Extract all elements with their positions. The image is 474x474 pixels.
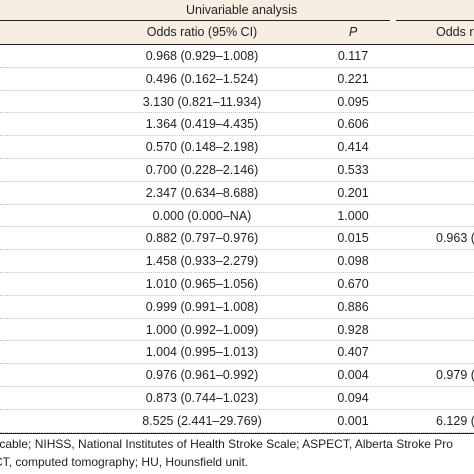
table-row: 0.968 (0.929–1.008) 0.117	[0, 45, 474, 68]
p-value-cell: 1.000	[337, 208, 369, 223]
column-header-odds-ratio-multivariable: Odds r	[436, 25, 474, 39]
odds-ratio-cell: 0.700 (0.228–2.146)	[145, 162, 259, 177]
table-bottom-rule	[0, 433, 474, 434]
odds-ratio-cell: 1.000 (0.992–1.009)	[145, 322, 259, 337]
table-row: 0.000 (0.000–NA) 1.000	[0, 205, 474, 228]
table-row: 0.873 (0.744–1.023) 0.094	[0, 387, 474, 410]
p-value-cell: 0.407	[337, 345, 369, 360]
table-row: 8.525 (2.441–29.769) 0.001 6.129 (	[0, 410, 474, 433]
p-value-cell: 0.928	[337, 322, 369, 337]
column-header-odds-ratio: Odds ratio (95% CI)	[146, 25, 258, 39]
p-value-cell: 0.670	[337, 276, 369, 291]
table-row: 1.004 (0.995–1.013) 0.407	[0, 341, 474, 365]
table-row: 1.458 (0.933–2.279) 0.098	[0, 250, 474, 273]
group-title: Univariable analysis	[186, 3, 298, 17]
table-row: 0.882 (0.797–0.976) 0.015 0.963 (	[0, 227, 474, 251]
odds-ratio-cell: 1.364 (0.419–4.435)	[145, 117, 259, 132]
table-row: 0.570 (0.148–2.198) 0.414	[0, 136, 474, 159]
p-value-cell: 0.117	[337, 49, 369, 63]
header-divider	[0, 20, 390, 21]
p-value-cell: 0.095	[337, 94, 369, 109]
table-row: 0.976 (0.961–0.992) 0.004 0.979 (	[0, 364, 474, 387]
odds-ratio-cell: 1.010 (0.965–1.056)	[145, 276, 259, 291]
p-value-cell: 0.886	[337, 299, 369, 314]
odds-ratio-cell: 0.496 (0.162–1.524)	[145, 71, 259, 86]
odds-ratio-cell: 3.130 (0.821–11.934)	[142, 94, 262, 109]
table-row: 1.000 (0.992–1.009) 0.928	[0, 319, 474, 342]
p-value-cell: 0.098	[337, 254, 369, 269]
header-band-top: Univariable analysis	[0, 0, 474, 20]
footnote-line-2: CT, computed tomography; HU, Hounsfield …	[0, 455, 249, 469]
odds-ratio-cell: 0.968 (0.929–1.008)	[145, 49, 259, 63]
table-row: 1.010 (0.965–1.056) 0.670	[0, 273, 474, 296]
p-value-cell: 0.201	[337, 185, 369, 200]
table-row: 0.496 (0.162–1.524) 0.221	[0, 68, 474, 91]
p-value-cell: 0.001	[337, 413, 369, 428]
p-value-cell: 0.533	[337, 162, 369, 177]
p-value-cell: 0.606	[337, 117, 369, 132]
odds-ratio-cell: 2.347 (0.634–8.688)	[145, 185, 259, 200]
odds-ratio-cell: 0.873 (0.744–1.023)	[145, 390, 259, 405]
odds-ratio-cell: 0.000 (0.000–NA)	[152, 208, 252, 223]
header-bottom-rule	[0, 44, 474, 45]
header-divider-right	[396, 20, 474, 21]
odds-ratio-cell: 8.525 (2.441–29.769)	[142, 413, 262, 428]
p-value-cell: 0.221	[337, 71, 369, 86]
odds-ratio-multivariable-cell: 0.963 (	[436, 231, 474, 246]
column-header-row: Odds ratio (95% CI) P Odds r	[0, 21, 474, 44]
table-row: 0.999 (0.991–1.008) 0.886	[0, 296, 474, 319]
p-value-cell: 0.004	[337, 368, 369, 383]
table-body: 0.968 (0.929–1.008) 0.117 0.496 (0.162–1.5…	[0, 45, 474, 433]
odds-ratio-cell: 1.004 (0.995–1.013)	[145, 345, 259, 360]
p-value-cell: 0.094	[337, 390, 369, 405]
odds-ratio-cell: 0.999 (0.991–1.008)	[145, 299, 259, 314]
p-value-cell: 0.414	[337, 140, 369, 155]
table-row: 0.700 (0.228–2.146) 0.533	[0, 159, 474, 182]
table-row: 3.130 (0.821–11.934) 0.095	[0, 91, 474, 114]
odds-ratio-cell: 0.882 (0.797–0.976)	[145, 231, 259, 246]
footnote-line-1: licable; NIHSS, National Institutes of H…	[0, 437, 453, 451]
table-row: 1.364 (0.419–4.435) 0.606	[0, 113, 474, 137]
odds-ratio-multivariable-cell: 0.979 (	[436, 368, 474, 383]
p-value-cell: 0.015	[337, 231, 369, 246]
table-footnote: licable; NIHSS, National Institutes of H…	[0, 434, 474, 474]
odds-ratio-cell: 0.976 (0.961–0.992)	[145, 368, 259, 383]
column-header-p: P	[348, 25, 358, 39]
odds-ratio-cell: 1.458 (0.933–2.279)	[145, 254, 259, 269]
odds-ratio-cell: 0.570 (0.148–2.198)	[145, 140, 259, 155]
odds-ratio-multivariable-cell: 6.129 (	[436, 413, 474, 428]
table-row: 2.347 (0.634–8.688) 0.201	[0, 182, 474, 205]
